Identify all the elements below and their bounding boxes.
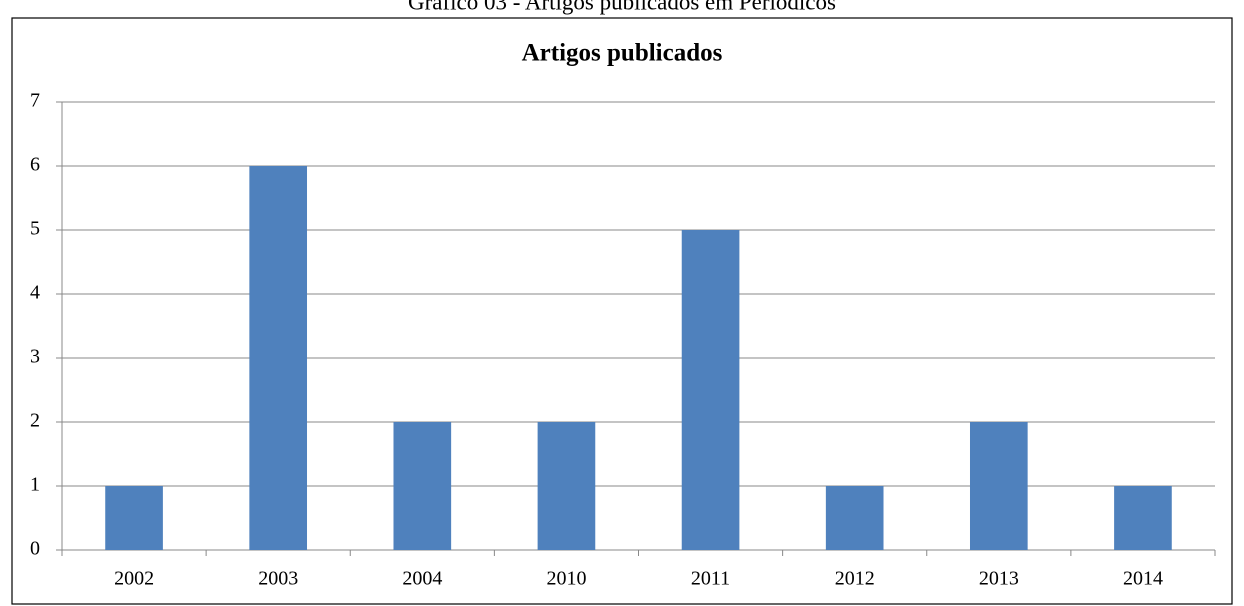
y-tick-label: 3 — [30, 346, 40, 368]
y-tick-label: 1 — [30, 474, 40, 496]
x-tick-label: 2011 — [691, 568, 730, 590]
y-tick-label: 2 — [30, 410, 40, 432]
chart-title: Artigos publicados — [522, 40, 723, 67]
x-tick-label: 2014 — [1123, 568, 1163, 590]
bar — [681, 230, 740, 550]
bar — [105, 486, 163, 550]
bar — [249, 166, 308, 550]
bar — [393, 422, 452, 550]
x-tick-label: 2003 — [258, 568, 298, 590]
bar — [969, 422, 1028, 550]
y-tick-label: 6 — [30, 154, 40, 176]
bar — [537, 422, 596, 550]
x-tick-label: 2013 — [979, 568, 1019, 590]
bar — [825, 486, 884, 550]
x-tick-label: 2002 — [114, 568, 154, 590]
y-tick-label: 4 — [30, 282, 40, 304]
x-tick-label: 2004 — [402, 568, 442, 590]
x-tick-label: 2012 — [835, 568, 875, 590]
bar — [1114, 486, 1172, 550]
y-tick-label: 0 — [30, 538, 40, 560]
caption: Gráfico 03 - Artigos publicados em Perió… — [408, 0, 836, 14]
y-tick-label: 5 — [30, 218, 40, 240]
chart-border — [11, 17, 1233, 605]
x-tick-label: 2010 — [546, 568, 586, 590]
y-tick-label: 7 — [30, 90, 40, 112]
